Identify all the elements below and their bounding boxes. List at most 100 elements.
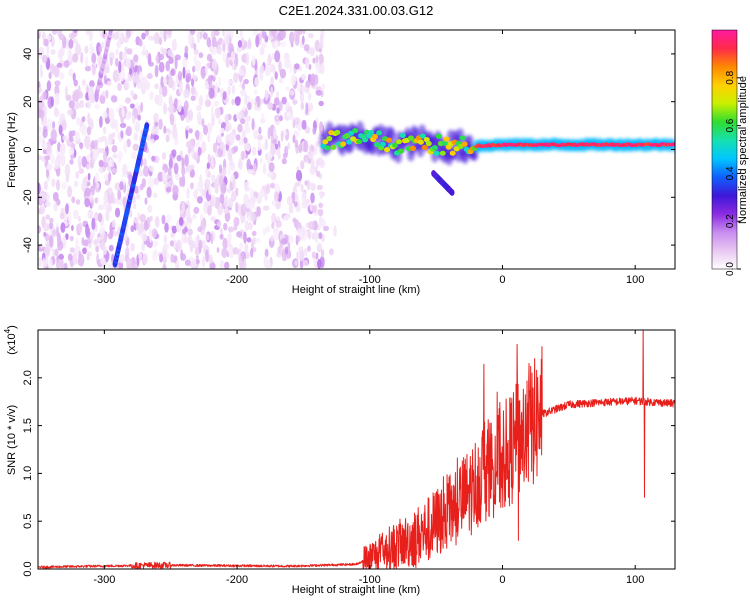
noise-blob	[173, 138, 179, 146]
noise-blob	[220, 227, 223, 235]
noise-blob	[166, 252, 170, 259]
noise-blob	[318, 100, 324, 107]
noise-blob	[71, 130, 76, 137]
noise-blob	[91, 52, 97, 64]
noise-blob	[109, 57, 113, 66]
noise-blob	[280, 130, 284, 142]
noise-blob	[229, 132, 235, 145]
noise-blob	[240, 118, 246, 125]
noise-blob	[306, 198, 310, 204]
noise-blob	[159, 253, 164, 263]
noise-blob	[273, 231, 280, 241]
y-tick-label: 2.0	[22, 370, 34, 385]
noise-blob	[149, 231, 153, 243]
noise-blob	[107, 80, 112, 87]
noise-blob	[158, 118, 163, 130]
noise-blob	[276, 32, 282, 42]
noise-blob	[227, 163, 231, 176]
noise-blob	[194, 60, 201, 72]
noise-blob	[54, 84, 60, 97]
noise-blob	[82, 177, 87, 185]
noise-blob	[301, 191, 307, 205]
noise-blob	[146, 134, 151, 142]
noise-blob	[251, 55, 256, 66]
noise-blob	[145, 49, 149, 59]
noise-blob	[196, 196, 203, 204]
noise-blob	[74, 101, 80, 110]
noise-blob	[175, 260, 180, 269]
noise-blob	[300, 73, 307, 81]
noise-blob	[314, 166, 318, 173]
noise-blob	[91, 217, 96, 231]
noise-blob	[136, 193, 141, 200]
noise-blob	[187, 147, 192, 154]
noise-blob	[162, 169, 166, 182]
noise-blob	[86, 126, 92, 136]
noise-blob	[196, 111, 202, 123]
noise-blob	[261, 112, 265, 123]
noise-blob	[119, 122, 127, 128]
noise-blob	[42, 257, 46, 269]
noise-blob	[296, 228, 302, 239]
noise-blob	[211, 58, 217, 70]
noise-blob	[250, 212, 256, 222]
noise-blob	[196, 234, 200, 243]
noise-blob	[130, 151, 137, 160]
noise-blob	[50, 49, 56, 55]
streak-mark	[109, 30, 113, 33]
noise-blob	[137, 212, 141, 222]
noise-blob	[192, 74, 197, 80]
noise-blob	[265, 225, 271, 233]
noise-blob	[238, 138, 245, 146]
noise-blob	[186, 187, 190, 199]
noise-blob	[292, 118, 296, 129]
noise-blob	[58, 33, 65, 41]
noise-blob	[250, 248, 254, 258]
noise-blob	[99, 147, 106, 154]
noise-blob	[115, 57, 119, 67]
x-tick-label: -300	[93, 574, 115, 586]
noise-blob	[46, 163, 53, 171]
noise-blob	[238, 255, 243, 269]
noise-blob	[158, 37, 163, 45]
noise-blob	[52, 229, 57, 237]
noise-blob	[84, 65, 92, 72]
noise-blob	[45, 241, 50, 248]
noise-blob	[132, 203, 137, 210]
noise-blob	[320, 218, 326, 227]
noise-blob	[198, 239, 203, 250]
noise-blob	[259, 65, 265, 74]
noise-blob	[223, 222, 228, 231]
noise-blob	[210, 216, 216, 222]
carrier-core-mark	[425, 140, 432, 147]
noise-blob	[310, 182, 314, 188]
colorbar-tick-label: 0.8	[725, 70, 736, 84]
noise-blob	[151, 228, 158, 239]
noise-blob	[162, 48, 167, 56]
carrier-core-mark	[449, 150, 456, 156]
noise-blob	[196, 31, 201, 44]
noise-blob	[262, 143, 266, 150]
snr-y-label: SNR (10 * v/v)	[6, 405, 18, 475]
noise-blob	[179, 80, 184, 93]
noise-blob	[38, 225, 42, 234]
noise-blob	[299, 251, 305, 261]
noise-blob	[256, 96, 261, 108]
noise-blob	[216, 247, 220, 253]
noise-blob	[68, 100, 75, 109]
noise-blob	[174, 57, 178, 70]
noise-blob	[151, 126, 156, 135]
noise-blob	[181, 228, 187, 235]
noise-blob	[235, 134, 241, 141]
noise-blob	[168, 158, 173, 170]
noise-blob	[217, 118, 222, 125]
noise-blob	[124, 230, 128, 242]
noise-blob	[272, 64, 276, 75]
noise-blob	[189, 182, 194, 190]
noise-blob	[102, 161, 108, 168]
carrier-core-mark	[340, 141, 347, 147]
noise-blob	[245, 115, 251, 122]
noise-blob	[162, 77, 168, 85]
noise-blob	[68, 68, 74, 77]
noise-blob	[288, 115, 295, 121]
